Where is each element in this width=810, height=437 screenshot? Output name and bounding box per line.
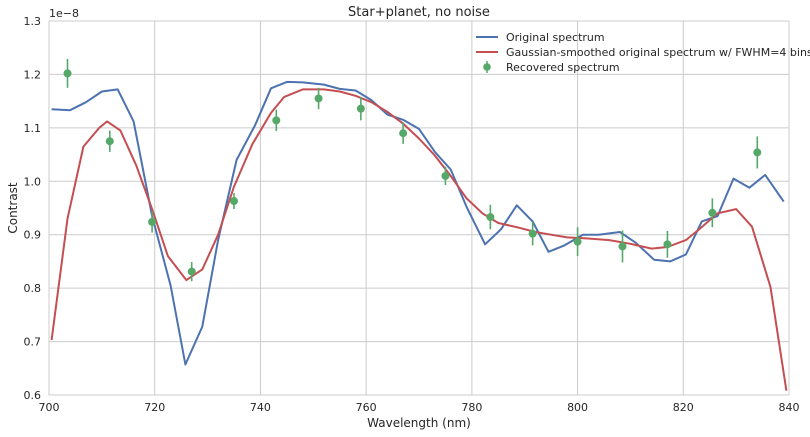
legend-marker-recovered: [483, 63, 491, 71]
y-tick-label: 1.2: [24, 68, 42, 81]
y-axis-title: Contrast: [6, 182, 20, 234]
recovered-point: [753, 148, 762, 157]
legend-label-smoothed: Gaussian-smoothed original spectrum w/ F…: [506, 46, 810, 59]
recovered-point: [399, 129, 408, 138]
recovered-point: [573, 237, 582, 246]
series-layer: [50, 58, 788, 391]
legend-label-recovered: Recovered spectrum: [506, 61, 620, 74]
recovered-point: [441, 171, 450, 180]
recovered-point: [528, 229, 537, 238]
x-tick-label: 700: [39, 401, 60, 414]
original-spectrum-line: [51, 80, 785, 366]
recovered-point: [708, 208, 717, 217]
legend-label-original: Original spectrum: [506, 31, 605, 44]
recovered-point: [230, 197, 238, 206]
recovered-point: [272, 116, 281, 125]
recovered-point: [486, 213, 495, 222]
smoothed-spectrum-line: [50, 88, 788, 391]
y-tick-label: 1.0: [24, 175, 42, 188]
y-tick-label: 1.3: [24, 15, 42, 28]
x-axis-title: Wavelength (nm): [367, 416, 471, 430]
recovered-point: [618, 242, 627, 251]
y-tick-label: 1.1: [24, 122, 42, 135]
y-tick-label: 0.8: [24, 282, 42, 295]
x-tick-label: 820: [673, 401, 694, 414]
y-tick-labels: 0.6 0.7 0.8 0.9 1.0 1.1 1.2 1.3: [24, 15, 42, 402]
recovered-point: [314, 94, 323, 103]
recovered-point: [63, 69, 72, 78]
y-offset-label: 1e−8: [49, 7, 79, 20]
recovered-point: [187, 267, 196, 276]
x-tick-label: 720: [144, 401, 165, 414]
y-tick-label: 0.6: [24, 389, 42, 402]
x-tick-label: 800: [567, 401, 588, 414]
recovered-point: [356, 104, 365, 113]
x-tick-labels: 700 720 740 760 780 800 820 840: [39, 401, 800, 414]
recovered-point: [105, 137, 114, 146]
x-tick-label: 760: [356, 401, 377, 414]
y-tick-label: 0.7: [24, 336, 42, 349]
x-tick-label: 780: [461, 401, 482, 414]
recovered-point: [148, 217, 157, 226]
recovered-point: [663, 240, 672, 249]
plot-frame: [48, 20, 790, 396]
x-tick-label: 740: [250, 401, 271, 414]
chart-title: Star+planet, no noise: [348, 5, 490, 20]
legend: Original spectrum Gaussian-smoothed orig…: [476, 31, 810, 74]
x-tick-label: 840: [779, 401, 800, 414]
y-tick-label: 0.9: [24, 229, 42, 242]
grid: [48, 20, 790, 396]
